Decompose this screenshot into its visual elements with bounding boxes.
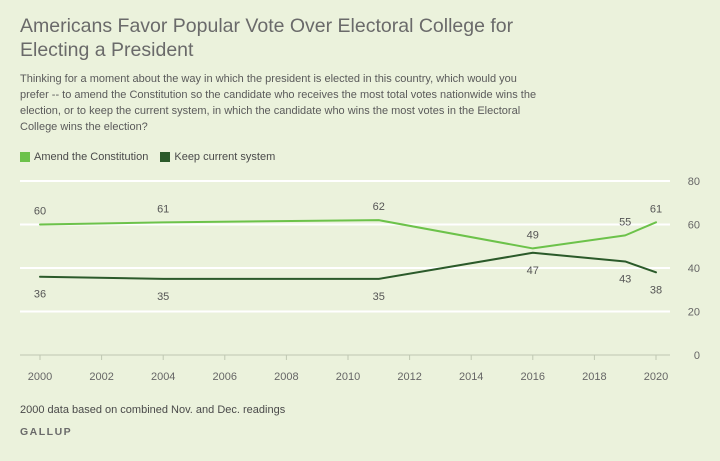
x-tick-label-2008: 2008 (274, 371, 298, 383)
x-tick-label-2020: 2020 (644, 371, 668, 383)
series-line-amend (39, 219, 657, 250)
legend-swatch-amend (20, 152, 30, 162)
x-tick-label-2012: 2012 (397, 371, 421, 383)
y-tick-label-80: 80 (688, 176, 700, 188)
legend-item-keep: Keep current system (160, 151, 275, 163)
legend-label-amend: Amend the Constitution (34, 151, 149, 163)
y-tick-label-60: 60 (688, 220, 700, 232)
data-label: 61 (157, 203, 169, 215)
x-tick-label-2014: 2014 (459, 371, 483, 383)
data-label: 38 (650, 284, 662, 296)
legend: Amend the Constitution Keep current syst… (20, 151, 287, 163)
x-tick-label-2006: 2006 (213, 371, 237, 383)
x-tick-label-2018: 2018 (582, 371, 606, 383)
gallup-logo: GALLUP (20, 426, 73, 438)
x-tick-label-2010: 2010 (336, 371, 360, 383)
data-label: 55 (619, 216, 631, 228)
legend-item-amend: Amend the Constitution (20, 151, 148, 163)
legend-label-keep: Keep current system (174, 151, 276, 163)
legend-swatch-keep (160, 152, 171, 162)
data-label: 62 (373, 201, 385, 213)
x-tick-label-2000: 2000 (28, 371, 52, 383)
chart-subtitle: Thinking for a moment about the way in w… (20, 73, 537, 133)
data-label: 47 (527, 265, 539, 277)
data-label: 61 (650, 203, 662, 215)
data-label: 36 (34, 289, 46, 301)
data-label: 60 (34, 206, 46, 218)
y-tick-label-0: 0 (694, 350, 700, 362)
y-tick-label-40: 40 (688, 263, 700, 275)
series-line-keep (39, 251, 657, 280)
x-tick-label-2002: 2002 (89, 371, 113, 383)
data-label: 43 (619, 273, 631, 285)
x-tick-label-2016: 2016 (521, 371, 545, 383)
x-tick-label-2004: 2004 (151, 371, 175, 383)
footnote: 2000 data based on combined Nov. and Dec… (20, 404, 286, 416)
chart-title: Americans Favor Popular Vote Over Electo… (20, 15, 514, 61)
data-label: 49 (527, 229, 539, 241)
data-label: 35 (157, 291, 169, 303)
data-label: 35 (373, 291, 385, 303)
y-tick-label-20: 20 (688, 307, 700, 319)
